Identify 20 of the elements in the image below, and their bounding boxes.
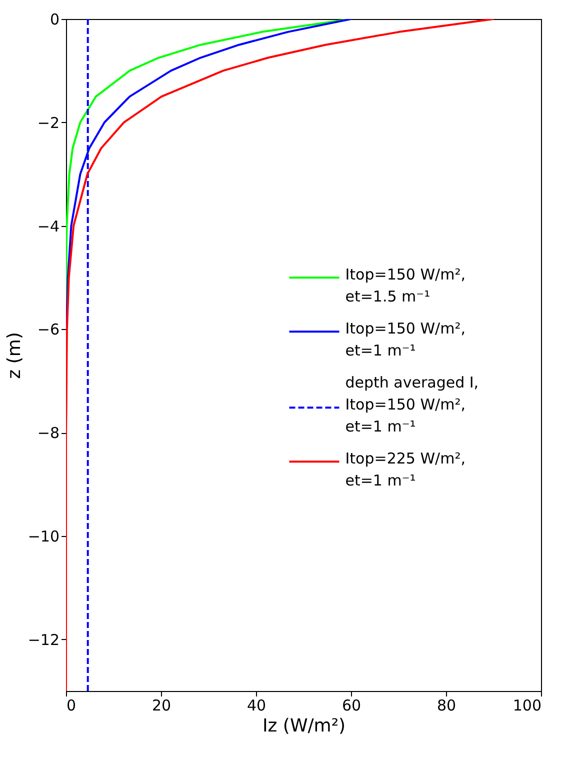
- y-tick-label: −6: [37, 320, 60, 339]
- y-tick-label: −8: [37, 424, 60, 442]
- y-axis-title: z (m): [4, 332, 25, 379]
- x-tick-label: 0: [66, 696, 76, 714]
- legend-label: Itop=150 W/m², et=1.5 m⁻¹: [345, 266, 466, 306]
- y-tick-label: −4: [37, 217, 60, 236]
- x-tick-label: 40: [246, 696, 266, 714]
- x-tick-label: 20: [152, 696, 172, 714]
- y-tick-label: 0: [50, 10, 60, 28]
- legend-label: Itop=150 W/m², et=1 m⁻¹: [345, 320, 466, 360]
- legend-label: Itop=225 W/m², et=1 m⁻¹: [345, 450, 466, 490]
- y-tick-label: −2: [37, 114, 60, 132]
- x-axis-title: Iz (W/m²): [262, 716, 346, 736]
- line-series: [66, 19, 494, 691]
- y-tick-label: −10: [28, 527, 60, 546]
- x-tick-label: 60: [342, 696, 362, 714]
- y-tick-label: −12: [28, 630, 60, 649]
- x-tick-label: 80: [436, 696, 456, 714]
- x-tick-label: 100: [512, 696, 542, 714]
- legend-label: depth averaged I, Itop=150 W/m², et=1 m⁻¹: [345, 374, 479, 436]
